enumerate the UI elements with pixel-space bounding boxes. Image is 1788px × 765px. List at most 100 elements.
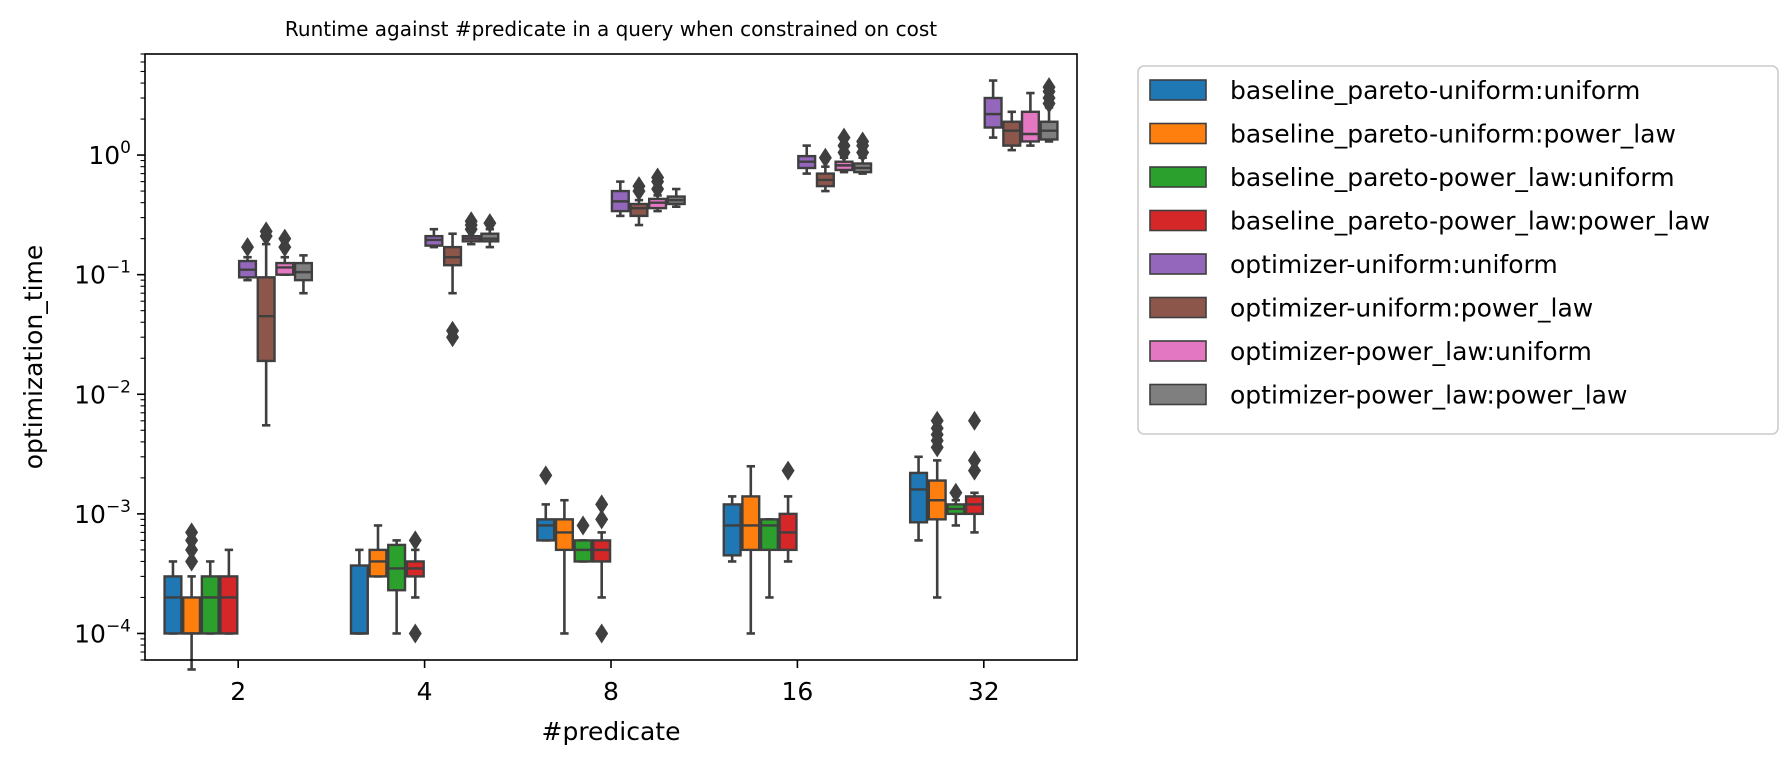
flier-point <box>930 410 944 431</box>
flier-point <box>408 623 422 644</box>
legend-swatch <box>1149 253 1207 275</box>
legend-swatch <box>1149 209 1207 232</box>
box-iqr <box>200 575 220 635</box>
flier-point <box>632 176 646 197</box>
box-baseline_pareto-power_law:power_law-16 <box>778 460 798 563</box>
box-iqr <box>1002 120 1022 147</box>
legend-frame <box>1137 65 1779 435</box>
legend-entry: optimizer-uniform:uniform <box>1149 250 1558 279</box>
box-baseline_pareto-uniform:power_law-2 <box>182 522 202 671</box>
box-optimizer-uniform:power_law-2 <box>256 221 276 427</box>
flier-point <box>837 127 851 148</box>
flier-point <box>595 623 609 644</box>
box-optimizer-power_law:power_law-16 <box>853 131 873 175</box>
series-optimizer-power_law:power_law <box>293 77 1059 295</box>
box-baseline_pareto-uniform:power_law-32 <box>927 410 947 599</box>
boxes-layer <box>163 77 1059 671</box>
box-optimizer-uniform:uniform-16 <box>797 144 817 175</box>
box-iqr <box>741 495 761 552</box>
box-baseline_pareto-uniform:power_law-8 <box>554 498 574 635</box>
box-baseline_pareto-uniform:power_law-4 <box>368 524 388 578</box>
box-optimizer-power_law:power_law-4 <box>480 213 500 249</box>
legend-entry: baseline_pareto-power_law:uniform <box>1149 163 1675 192</box>
box-iqr <box>368 548 388 578</box>
flier-point <box>856 131 870 152</box>
legend-label: optimizer-power_law:power_law <box>1230 381 1627 410</box>
series-baseline_pareto-uniform:uniform <box>163 455 929 635</box>
flier-point <box>818 147 832 168</box>
box-optimizer-uniform:uniform-2 <box>237 237 258 282</box>
box-iqr <box>983 96 1003 129</box>
legend-label: optimizer-uniform:power_law <box>1230 294 1593 323</box>
box-baseline_pareto-power_law:uniform-2 <box>200 560 220 635</box>
box-baseline_pareto-uniform:uniform-32 <box>908 455 929 542</box>
box-baseline_pareto-power_law:power_law-4 <box>405 530 425 644</box>
legend-label: baseline_pareto-uniform:power_law <box>1230 120 1676 149</box>
legend-swatch <box>1149 296 1207 319</box>
flier-point <box>464 211 478 232</box>
chart-title: Runtime against #predicate in a query wh… <box>285 17 937 41</box>
x-tick-label: 2 <box>230 677 246 706</box>
flier-point <box>539 465 553 486</box>
y-tick-label: 10−1 <box>74 258 131 290</box>
flier-point <box>278 228 292 249</box>
flier-point <box>446 320 460 341</box>
legend-entry: baseline_pareto-uniform:power_law <box>1149 120 1676 149</box>
x-tick-label: 4 <box>417 677 433 706</box>
box-baseline_pareto-power_law:uniform-32 <box>946 482 966 527</box>
box-baseline_pareto-power_law:uniform-16 <box>759 518 780 599</box>
box-iqr <box>275 261 295 276</box>
legend-swatch <box>1149 166 1207 188</box>
flier-point <box>408 530 422 551</box>
y-tick-label: 10−2 <box>74 377 131 409</box>
series-baseline_pareto-power_law:power_law <box>219 410 985 644</box>
box-optimizer-uniform:power_law-32 <box>1002 110 1022 152</box>
series-baseline_pareto-uniform:power_law <box>182 410 947 671</box>
box-baseline_pareto-uniform:uniform-16 <box>722 495 742 563</box>
box-optimizer-power_law:uniform-2 <box>275 228 295 276</box>
legend-label: baseline_pareto-uniform:uniform <box>1230 76 1640 105</box>
legend-entry: optimizer-uniform:power_law <box>1149 294 1593 323</box>
y-tick-label: 10−3 <box>74 497 131 529</box>
box-iqr <box>554 518 574 552</box>
box-iqr <box>182 596 202 635</box>
flier-point <box>949 482 963 503</box>
x-axis-title: #predicate <box>542 717 681 746</box>
box-iqr <box>536 518 556 542</box>
legend-swatch <box>1149 340 1207 362</box>
box-iqr <box>256 276 276 363</box>
box-baseline_pareto-uniform:uniform-2 <box>163 560 183 635</box>
legend-swatch <box>1149 383 1207 406</box>
box-iqr <box>349 564 369 635</box>
box-baseline_pareto-uniform:uniform-4 <box>349 548 369 635</box>
legend-entry: optimizer-power_law:uniform <box>1149 337 1592 366</box>
legend-entry: baseline_pareto-uniform:uniform <box>1149 76 1640 105</box>
series-baseline_pareto-power_law:uniform <box>200 482 966 635</box>
box-iqr <box>759 518 780 552</box>
box-optimizer-uniform:uniform-4 <box>424 227 444 249</box>
box-optimizer-uniform:uniform-32 <box>983 79 1003 139</box>
legend: baseline_pareto-uniform:uniform baseline_… <box>1137 65 1779 435</box>
box-optimizer-power_law:uniform-8 <box>648 167 668 213</box>
box-optimizer-uniform:power_law-16 <box>815 147 835 193</box>
box-optimizer-power_law:power_law-32 <box>1039 77 1059 143</box>
flier-point <box>241 237 255 258</box>
series-optimizer-uniform:power_law <box>256 110 1022 427</box>
box-baseline_pareto-power_law:power_law-2 <box>219 548 239 635</box>
box-baseline_pareto-power_law:power_law-32 <box>964 410 985 534</box>
flier-point <box>595 509 609 530</box>
legend-swatch <box>1149 79 1207 101</box>
box-baseline_pareto-power_law:uniform-4 <box>387 539 407 635</box>
box-iqr <box>219 575 239 635</box>
legend-label: baseline_pareto-power_law:power_law <box>1230 207 1710 236</box>
box-optimizer-power_law:power_law-8 <box>666 187 686 209</box>
box-baseline_pareto-power_law:uniform-8 <box>573 515 593 563</box>
legend-label: optimizer-power_law:uniform <box>1230 337 1592 366</box>
flier-point <box>967 460 981 481</box>
series-optimizer-uniform:uniform <box>237 79 1003 282</box>
flier-point <box>1042 77 1056 98</box>
flier-point <box>185 551 199 572</box>
box-optimizer-uniform:uniform-8 <box>610 180 630 218</box>
legend-entry: optimizer-power_law:power_law <box>1149 381 1627 410</box>
